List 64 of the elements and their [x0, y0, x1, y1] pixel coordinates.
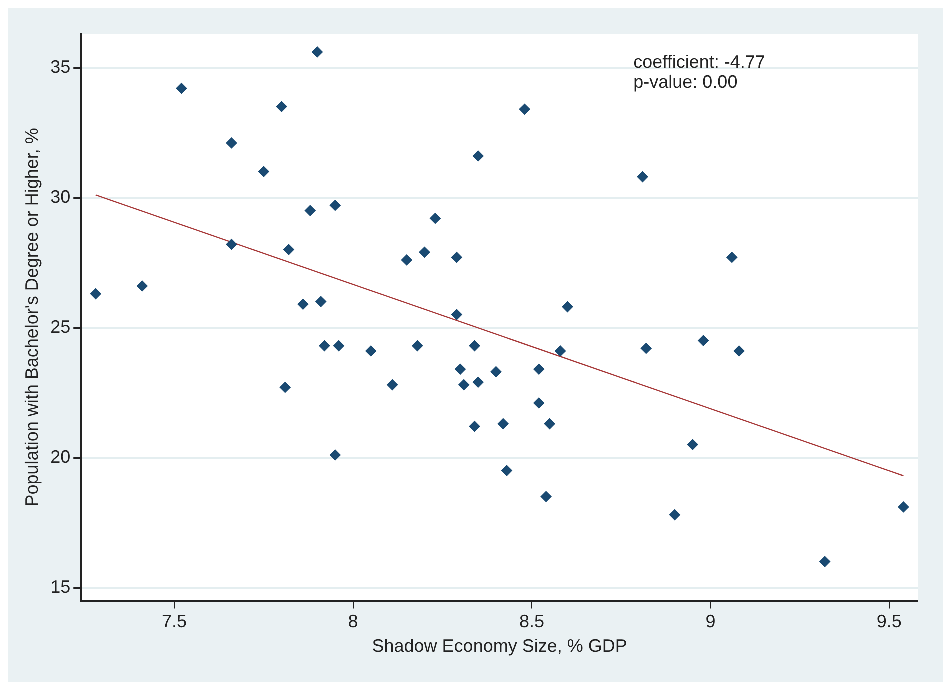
point — [519, 104, 530, 115]
point — [430, 213, 441, 224]
y-tick-label: 20 — [50, 446, 71, 467]
point — [469, 421, 480, 432]
point — [401, 254, 412, 266]
point — [534, 398, 545, 409]
y-tick-label: 15 — [50, 576, 71, 597]
point — [387, 380, 398, 390]
point — [330, 200, 341, 212]
point — [562, 302, 574, 312]
annotation: coefficient: -4.77 — [634, 52, 766, 72]
point — [316, 296, 327, 308]
point — [451, 252, 462, 264]
point — [640, 343, 652, 354]
point — [304, 205, 316, 216]
point — [226, 239, 238, 250]
point — [820, 556, 831, 568]
point — [687, 439, 698, 450]
point — [472, 376, 484, 388]
x-tick-label: 9 — [706, 612, 716, 632]
point — [330, 450, 341, 461]
point — [469, 340, 480, 352]
point — [319, 340, 330, 352]
point — [283, 244, 294, 256]
point — [540, 491, 552, 502]
point — [669, 510, 680, 520]
x-tick-label: 8.5 — [519, 612, 544, 632]
point — [555, 346, 566, 357]
point — [698, 335, 710, 346]
point — [458, 380, 470, 390]
point — [412, 340, 424, 352]
point — [333, 340, 344, 352]
point — [544, 418, 556, 430]
point — [90, 288, 102, 300]
y-tick-label: 30 — [50, 186, 71, 207]
point — [898, 502, 910, 513]
point — [534, 364, 545, 375]
point — [472, 150, 484, 162]
point — [258, 166, 270, 178]
annotation: p-value: 0.00 — [634, 72, 738, 92]
point — [312, 46, 324, 58]
point — [451, 309, 462, 320]
y-tick-label: 35 — [50, 56, 71, 77]
x-tick-label: 7.5 — [162, 612, 188, 632]
point — [498, 418, 509, 430]
point — [366, 346, 377, 357]
point — [276, 101, 288, 112]
point — [419, 246, 430, 258]
point — [637, 172, 648, 182]
point — [280, 382, 291, 394]
point — [734, 346, 745, 357]
point — [490, 366, 502, 378]
point — [298, 298, 309, 310]
x-tick-label: 9.5 — [876, 612, 902, 632]
point — [726, 252, 738, 264]
y-tick-label: 25 — [50, 316, 71, 337]
x-axis-title: Shadow Economy Size, % GDP — [372, 636, 628, 656]
x-tick-label: 8 — [348, 612, 358, 632]
point — [501, 465, 512, 476]
point — [226, 138, 238, 149]
point — [176, 83, 188, 94]
point — [136, 280, 148, 292]
y-axis-title: Population with Bachelor's Degree or Higher, % — [22, 128, 42, 507]
point — [454, 364, 466, 375]
